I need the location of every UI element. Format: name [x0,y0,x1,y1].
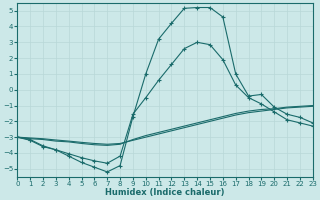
X-axis label: Humidex (Indice chaleur): Humidex (Indice chaleur) [105,188,225,197]
